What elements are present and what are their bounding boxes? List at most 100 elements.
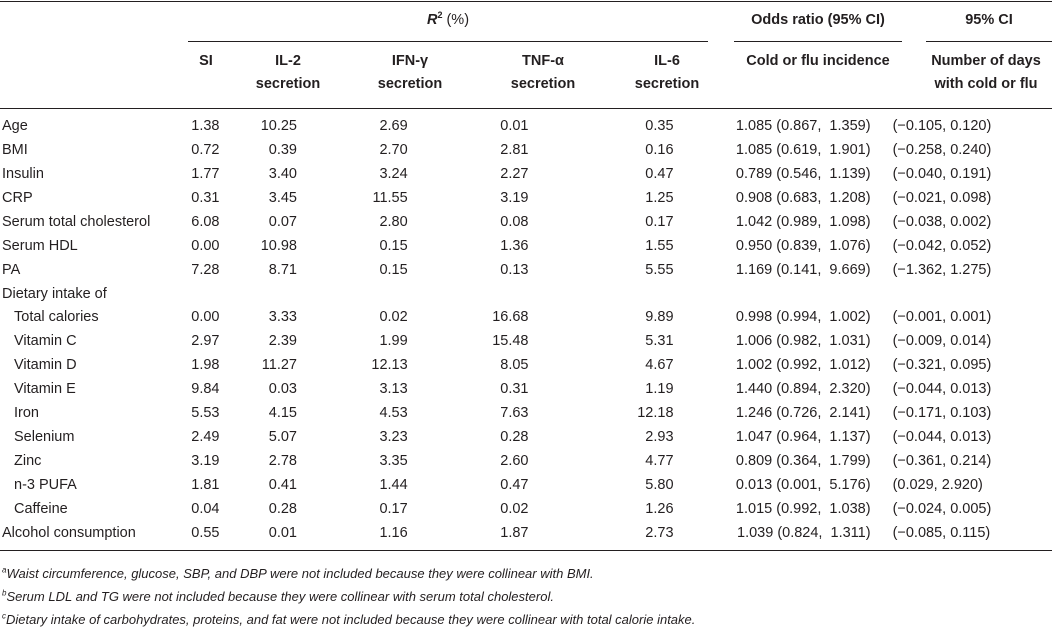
cell-ci: (−0.171, 0.103) [892, 405, 992, 422]
cell-label: Caffeine [14, 500, 68, 517]
cell-il2: 4.15 [268, 405, 297, 422]
cell-ifn: 3.13 [379, 381, 408, 398]
cell-il2: 0.01 [268, 524, 297, 541]
odds-group-header: Odds ratio (95% CI) [751, 12, 885, 28]
cell-si: 1.98 [191, 357, 220, 374]
top-rule [0, 1, 1052, 2]
cell-si: 5.53 [191, 405, 220, 422]
table-row: Serum HDL 0.00 10.98 0.15 1.36 1.55 0.950 (0.8… [0, 234, 1052, 258]
cell-tnf: 0.47 [500, 477, 529, 494]
cell-si: 2.97 [191, 333, 220, 350]
cell-il2: 0.41 [268, 477, 297, 494]
cell-label: Iron [14, 405, 39, 422]
cell-si: 0.55 [191, 524, 220, 541]
cell-tnf: 0.02 [500, 500, 529, 517]
table-row: Vitamin E 9.84 0.03 3.13 0.31 1.19 1.440 (0.89… [0, 377, 1052, 401]
col-header-cold-incidence: Cold or flu incidence [746, 53, 890, 69]
cell-il2: 3.45 [268, 189, 297, 206]
cell-si: 3.19 [191, 453, 220, 470]
cell-or: 0.809 (0.364, 1.799) [735, 453, 871, 470]
cell-tnf: 2.27 [500, 165, 529, 182]
table-row: PA 7.28 8.71 0.15 0.13 5.55 1.169 (0.141, 9.66… [0, 258, 1052, 282]
cell-or: 0.998 (0.994, 1.002) [735, 309, 871, 326]
cell-si: 1.38 [191, 117, 220, 134]
cell-label: Alcohol consumption [2, 524, 136, 541]
cell-tnf: 0.28 [500, 429, 529, 446]
cell-label: CRP [2, 189, 33, 206]
cell-or: 1.039 (0.824, 1.311) [737, 524, 871, 541]
cell-or: 0.908 (0.683, 1.208) [735, 189, 871, 206]
cell-ci: (−1.362, 1.275) [892, 261, 992, 278]
cell-tnf [445, 282, 565, 306]
header-bottom-rule [0, 108, 1052, 109]
data-table: Age 1.38 10.25 2.69 0.01 0.35 1.085 (0.867, 1.… [0, 114, 1052, 545]
cell-ifn: 0.15 [379, 237, 408, 254]
cell-il2: 0.39 [268, 141, 297, 158]
cell-ci: (−0.009, 0.014) [892, 333, 992, 350]
table-row: n-3 PUFA 1.81 0.41 1.44 0.47 5.80 0.013 (0.001… [0, 473, 1052, 497]
cell-or [682, 282, 879, 306]
cell-il2: 0.03 [268, 381, 297, 398]
cell-or: 0.789 (0.546, 1.139) [735, 165, 871, 182]
cell-label: PA [2, 261, 21, 278]
cell-si: 6.08 [191, 213, 220, 230]
cell-ifn: 0.02 [379, 309, 408, 326]
cell-label: Zinc [14, 453, 42, 470]
cell-ci: (−0.042, 0.052) [892, 237, 992, 254]
table-row: Serum total cholesterol 6.08 0.07 2.80 0.08 0… [0, 210, 1052, 234]
cell-ifn: 0.15 [379, 261, 408, 278]
cell-or: 1.047 (0.964, 1.137) [735, 429, 871, 446]
cell-tnf: 7.63 [500, 405, 529, 422]
cell-label: Vitamin E [14, 381, 76, 398]
cell-il2 [220, 282, 323, 306]
cell-il2: 3.33 [268, 309, 297, 326]
cell-ifn: 2.80 [379, 213, 408, 230]
cell-or: 1.006 (0.982, 1.031) [735, 333, 871, 350]
cell-il6: 0.16 [645, 141, 674, 158]
table-row: Insulin 1.77 3.40 3.24 2.27 0.47 0.789 (0.546,… [0, 162, 1052, 186]
cell-si: 9.84 [191, 381, 220, 398]
cell-label: BMI [2, 141, 28, 158]
cell-ci: (−0.038, 0.002) [892, 213, 992, 230]
table-row: Dietary intake of [0, 282, 1052, 306]
cell-si: 0.31 [191, 189, 220, 206]
cell-ifn [323, 282, 445, 306]
cell-label: Insulin [2, 165, 44, 182]
cell-il2: 10.98 [260, 237, 297, 254]
cell-label: n-3 PUFA [14, 477, 77, 494]
cell-ci: (−0.321, 0.095) [892, 357, 992, 374]
cell-or: 1.002 (0.992, 1.012) [735, 357, 871, 374]
cell-il6: 9.89 [645, 309, 674, 326]
table-row: BMI 0.72 0.39 2.70 2.81 0.16 1.085 (0.619, 1.9… [0, 138, 1052, 162]
cell-tnf: 3.19 [500, 189, 529, 206]
ci-group-header: 95% CI [965, 12, 1013, 28]
cell-ifn: 2.70 [379, 141, 408, 158]
cell-tnf: 15.48 [492, 333, 529, 350]
cell-ci: (−0.361, 0.214) [892, 453, 992, 470]
cell-ci: (0.029, 2.920) [892, 477, 983, 494]
cell-si [177, 282, 219, 306]
cell-label: Total calories [14, 309, 99, 326]
footnote-b: bSerum LDL and TG were not included beca… [2, 588, 554, 604]
cell-or: 1.169 (0.141, 9.669) [735, 261, 871, 278]
cell-or: 1.085 (0.867, 1.359) [735, 117, 871, 134]
cell-il6: 4.77 [645, 453, 674, 470]
cell-il2: 10.25 [260, 117, 297, 134]
cell-si: 0.04 [191, 500, 220, 517]
cell-il6: 1.55 [645, 237, 674, 254]
cell-ifn: 11.55 [372, 189, 408, 206]
cell-il6: 5.31 [645, 333, 674, 350]
cell-il6: 0.47 [645, 165, 674, 182]
cell-ci: (−0.001, 0.001) [892, 309, 992, 326]
cell-tnf: 0.08 [500, 213, 529, 230]
col-header-si: SI [199, 53, 213, 69]
cell-ifn: 12.13 [371, 357, 408, 374]
cell-il2: 0.28 [268, 500, 297, 517]
cell-il2: 2.78 [268, 453, 297, 470]
table-row: Total calories 0.00 3.33 0.02 16.68 9.89 0.998… [0, 306, 1052, 330]
cell-il6: 1.25 [645, 189, 674, 206]
footnote-c: cDietary intake of carbohydrates, protei… [2, 611, 696, 627]
col-header-il6: IL-6 secretion [634, 53, 700, 92]
cell-il6: 5.55 [645, 261, 674, 278]
cell-si: 0.00 [191, 309, 220, 326]
